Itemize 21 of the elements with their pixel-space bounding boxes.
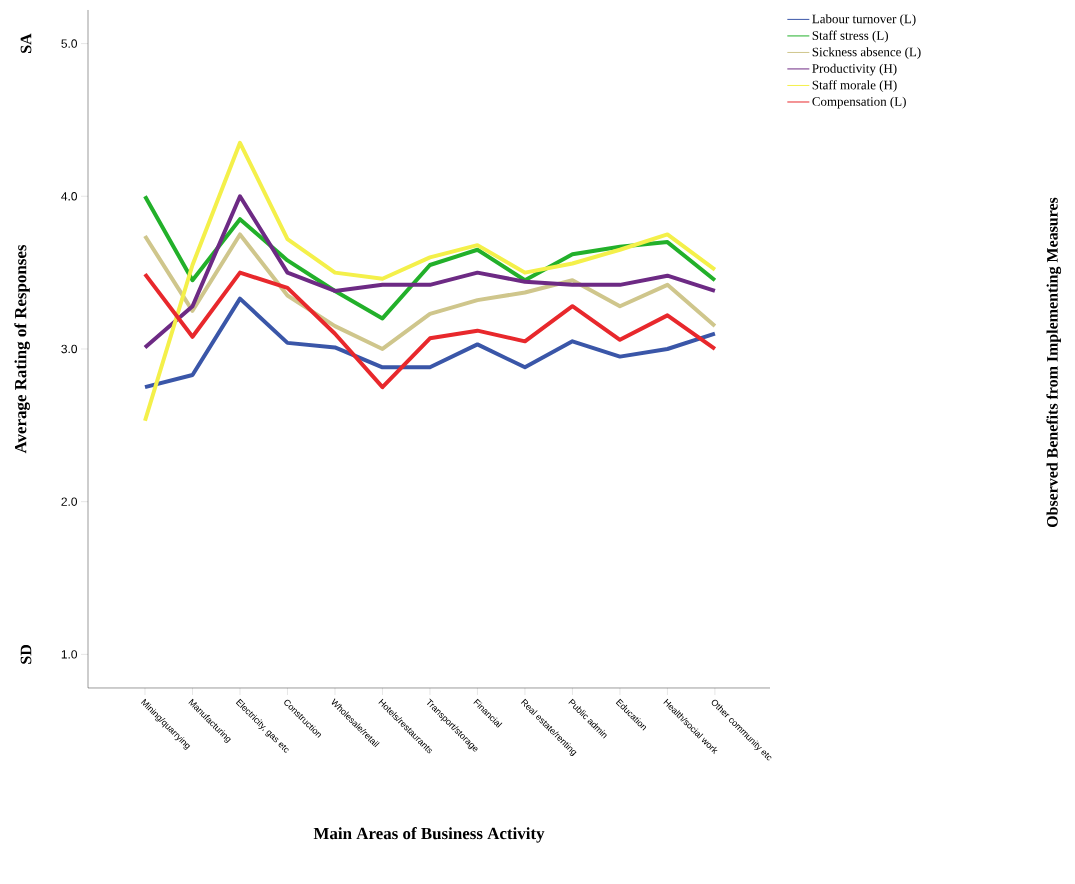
legend-label: Productivity (H) [812,63,897,76]
y-tick-label: 3.0 [61,344,78,354]
legend-title: Observed Benefits from Implementing Measures [1046,197,1062,528]
y-tick-label: 2.0 [61,497,78,506]
text: SA [20,33,32,53]
line-series [143,296,717,390]
line-series [143,140,717,423]
x-axis-title: Main Areas of Business Activity [313,827,545,843]
legend-label: Staff stress (L) [812,30,888,43]
y-axis-title: Average Rating of Responses [14,244,30,454]
line-series [143,232,717,351]
legend-label: Staff morale (H) [812,80,897,93]
y-tick-label: 1.0 [61,650,78,659]
legend-label: Sickness absence (L) [812,47,921,59]
text: SD [20,644,32,664]
line-series [143,270,717,390]
legend-label: Labour turnover (L) [812,14,916,26]
y-tick-label: 5.0 [61,39,78,48]
legend-label: Compensation (L) [812,96,906,109]
line-series [143,194,717,350]
y-tick-label: 4.0 [61,192,78,201]
